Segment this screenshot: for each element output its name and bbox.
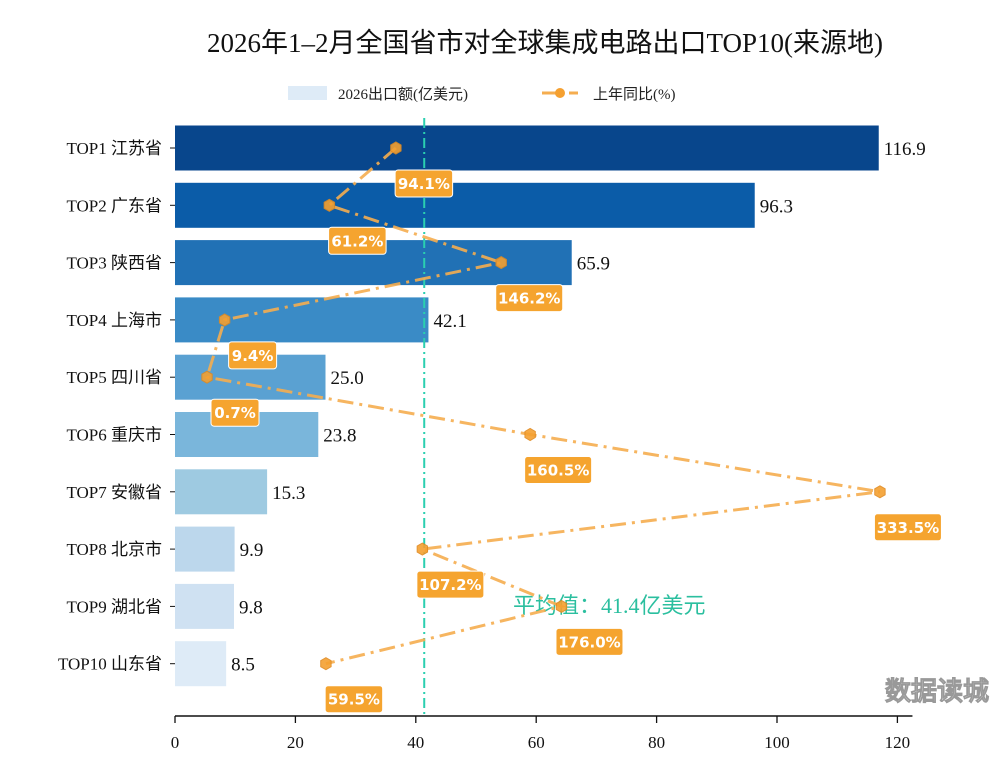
yoy-label: 146.2% [498,290,560,308]
x-tick-label: 60 [528,733,545,752]
bar [175,125,879,171]
y-tick-label: TOP2 广东省 [66,196,162,215]
y-tick-label: TOP1 江苏省 [66,139,162,158]
yoy-label-box [228,341,278,370]
yoy-label: 0.7% [214,404,256,422]
legend-bar-label: 2026出口额(亿美元) [338,86,468,103]
x-tick-label: 100 [764,733,790,752]
y-tick-label: TOP3 陕西省 [66,254,162,273]
yoy-point [524,427,536,442]
x-tick-label: 0 [171,733,180,752]
yoy-label-box [210,398,260,427]
bar [175,641,227,687]
bar-value-label: 96.3 [760,196,793,217]
yoy-label: 61.2% [331,232,383,250]
bar-value-label: 42.1 [433,311,466,332]
yoy-label-box [873,513,942,542]
yoy-label-box [394,169,454,198]
yoy-point [201,370,213,384]
yoy-label-box [416,570,485,599]
yoy-label: 94.1% [398,175,450,193]
bar-value-label: 9.8 [239,597,263,618]
x-tick-label: 20 [287,733,304,752]
yoy-label: 176.0% [558,633,620,651]
yoy-label: 107.2% [419,576,481,594]
watermark: 数据读城 [885,677,989,707]
yoy-label-box [328,226,387,255]
yoy-point [218,313,231,327]
bar [175,469,268,515]
bar [175,583,234,629]
bar-value-label: 25.0 [331,368,364,389]
x-tick-label: 40 [407,733,424,752]
yoy-label-box [324,685,384,714]
bar-value-label: 65.9 [577,254,610,275]
yoy-line [205,146,881,666]
bar-value-label: 8.5 [231,655,255,676]
bar-value-label: 9.9 [240,540,264,561]
bar [175,182,755,228]
y-tick-label: TOP5 四川省 [66,368,162,387]
yoy-point [323,198,336,212]
bar-value-label: 116.9 [884,139,926,160]
yoy-point [320,657,332,671]
legend: 2026出口额(亿美元) 上年同比(%) [288,86,676,103]
yoy-point [416,542,429,556]
legend-line-label: 上年同比(%) [593,86,676,103]
bar-value-label: 23.8 [323,426,356,447]
yoy-point [390,141,402,155]
y-tick-label: TOP6 重庆市 [66,426,162,445]
legend-line-marker [555,88,565,98]
yoy-label: 160.5% [527,462,589,480]
y-tick-label: TOP8 北京市 [66,540,162,559]
yoy-label: 59.5% [328,691,380,709]
bar [175,526,235,572]
legend-bar-swatch [288,86,327,100]
yoy-point [874,485,886,499]
yoy-label: 333.5% [877,519,939,537]
x-tick-label: 80 [648,733,665,752]
chart-title: 2026年1–2月全国省市对全球集成电路出口TOP10(来源地) [207,28,883,58]
bar-value-label: 15.3 [272,483,305,504]
y-tick-label: TOP7 安徽省 [66,483,162,502]
y-tick-label: TOP9 湖北省 [66,597,162,616]
y-tick-label: TOP10 山东省 [58,655,162,674]
yoy-label-box [524,456,593,484]
x-tick-label: 120 [885,733,911,752]
mean-line-label: 平均值：41.4亿美元 [513,593,706,618]
yoy-label-box [495,284,564,313]
yoy-label-box [555,627,624,656]
yoy-point [495,256,507,270]
yoy-label: 9.4% [232,347,274,365]
yoy-point [555,599,568,613]
y-tick-label: TOP4 上海市 [66,311,162,330]
